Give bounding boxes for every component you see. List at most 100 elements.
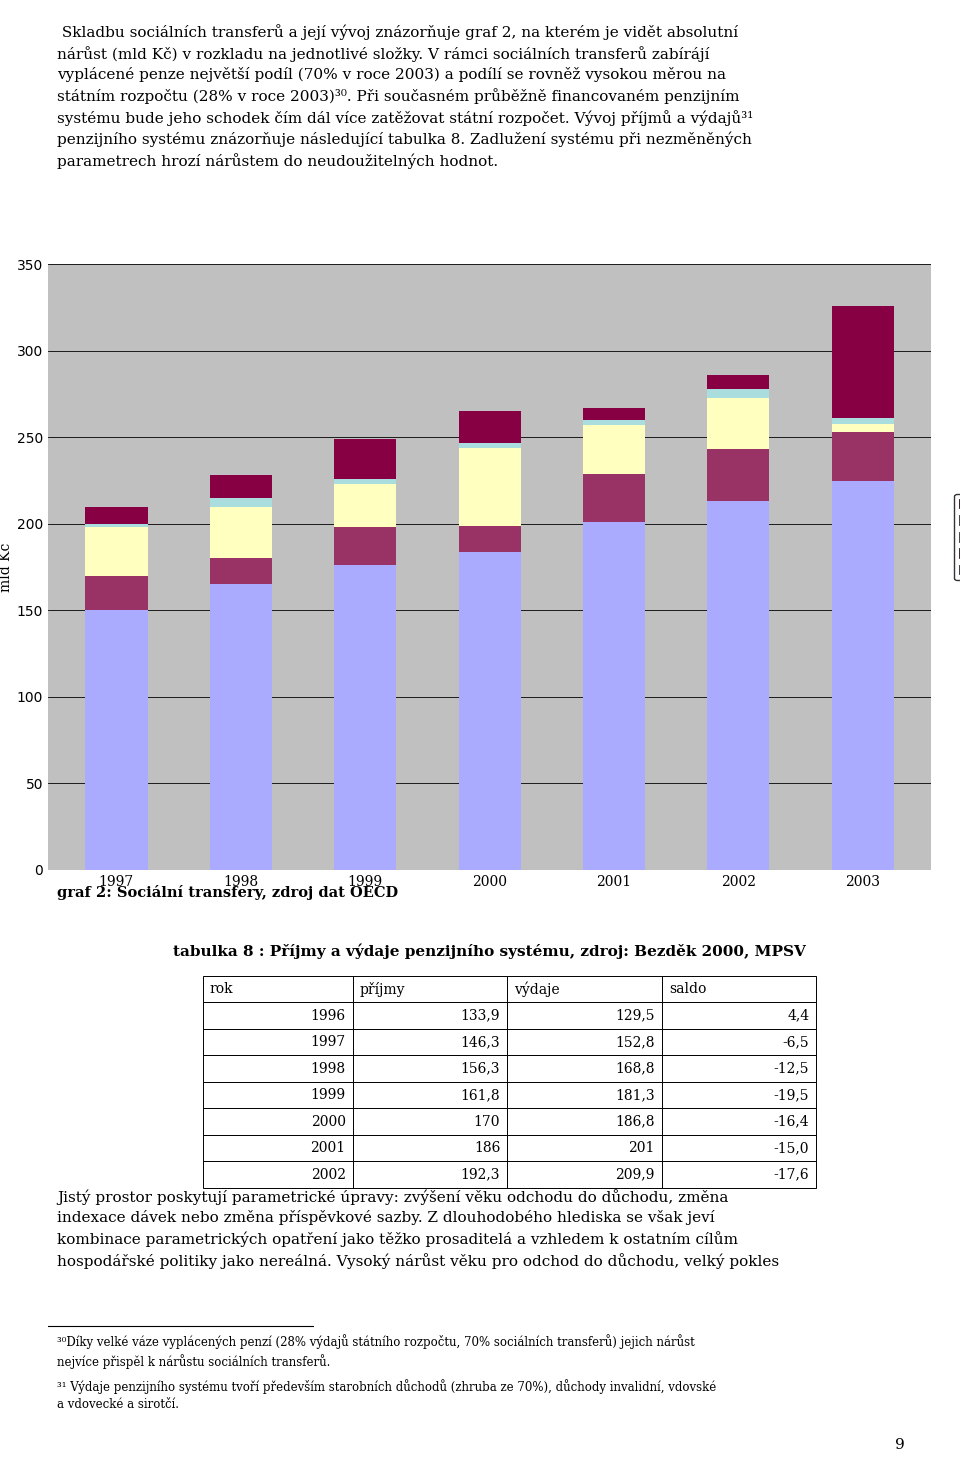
Text: 4,4: 4,4 — [787, 1009, 809, 1022]
Bar — [507, 1055, 661, 1081]
Bar — [334, 565, 396, 870]
Text: 129,5: 129,5 — [615, 1009, 655, 1022]
Text: 146,3: 146,3 — [461, 1035, 500, 1049]
Bar — [203, 1055, 352, 1081]
Text: 156,3: 156,3 — [461, 1062, 500, 1075]
Text: -12,5: -12,5 — [774, 1062, 809, 1075]
Bar — [334, 484, 396, 527]
Bar — [209, 475, 272, 499]
Text: 2000: 2000 — [311, 1115, 346, 1128]
Text: 161,8: 161,8 — [461, 1089, 500, 1102]
Bar — [831, 305, 894, 419]
Bar — [203, 1161, 352, 1187]
Bar — [352, 1055, 507, 1081]
Bar — [708, 398, 770, 450]
Text: ³¹ Výdaje penzijního systému tvoří především starobních důchodů (zhruba ze 70%),: ³¹ Výdaje penzijního systému tvoří přede… — [57, 1379, 716, 1412]
Bar — [661, 1030, 816, 1055]
Text: 201: 201 — [629, 1142, 655, 1155]
Bar — [209, 584, 272, 870]
Bar — [459, 552, 520, 870]
Bar — [459, 442, 520, 448]
Text: 1996: 1996 — [310, 1009, 346, 1022]
Bar — [85, 506, 148, 524]
Text: -16,4: -16,4 — [774, 1115, 809, 1128]
Text: 186: 186 — [474, 1142, 500, 1155]
Text: 209,9: 209,9 — [615, 1168, 655, 1181]
Bar — [203, 1081, 352, 1108]
Y-axis label: mld Kč: mld Kč — [0, 543, 12, 591]
Text: rok: rok — [209, 982, 233, 996]
Text: tabulka 8 : Příjmy a výdaje penzijního systému, zdroj: Bezděk 2000, MPSV: tabulka 8 : Příjmy a výdaje penzijního s… — [173, 943, 806, 959]
Bar — [831, 419, 894, 423]
Bar — [203, 1108, 352, 1134]
Text: Skladbu sociálních transferů a její vývoj znázorňuje graf 2, na kterém je vidět : Skladbu sociálních transferů a její vývo… — [57, 25, 754, 168]
Bar — [352, 1161, 507, 1187]
Bar — [507, 1081, 661, 1108]
Bar — [583, 473, 645, 522]
Bar — [583, 522, 645, 870]
Text: graf 2: Sociální transfery, zdroj dat OECD: graf 2: Sociální transfery, zdroj dat OE… — [57, 885, 398, 900]
Text: příjmy: příjmy — [360, 981, 405, 997]
Bar — [85, 611, 148, 870]
Bar — [583, 409, 645, 420]
Bar — [661, 1003, 816, 1030]
Text: 192,3: 192,3 — [461, 1168, 500, 1181]
Bar — [352, 1134, 507, 1161]
Text: 181,3: 181,3 — [615, 1089, 655, 1102]
Text: ³⁰Díky velké váze vyplácených penzí (28% výdajů státního rozpočtu, 70% sociálníc: ³⁰Díky velké váze vyplácených penzí (28%… — [57, 1335, 695, 1369]
Bar — [203, 1134, 352, 1161]
Text: výdaje: výdaje — [515, 981, 560, 997]
Bar — [459, 525, 520, 552]
Text: 186,8: 186,8 — [615, 1115, 655, 1128]
Bar — [661, 1161, 816, 1187]
Bar — [352, 976, 507, 1003]
Bar — [583, 420, 645, 425]
Bar — [507, 1030, 661, 1055]
Text: 1998: 1998 — [310, 1062, 346, 1075]
Bar — [831, 481, 894, 870]
Text: -19,5: -19,5 — [774, 1089, 809, 1102]
Bar — [209, 506, 272, 559]
Bar — [661, 1134, 816, 1161]
Bar — [661, 976, 816, 1003]
Bar — [203, 1003, 352, 1030]
Bar — [352, 1030, 507, 1055]
Text: 152,8: 152,8 — [615, 1035, 655, 1049]
Bar — [708, 450, 770, 502]
Text: 2001: 2001 — [310, 1142, 346, 1155]
Bar — [85, 575, 148, 611]
Bar — [661, 1081, 816, 1108]
Bar — [352, 1108, 507, 1134]
Text: -15,0: -15,0 — [774, 1142, 809, 1155]
Bar — [334, 479, 396, 484]
Text: 9: 9 — [895, 1438, 904, 1451]
Bar — [334, 440, 396, 479]
Bar — [352, 1081, 507, 1108]
Bar — [661, 1108, 816, 1134]
Bar — [334, 527, 396, 565]
Bar — [203, 976, 352, 1003]
Bar — [507, 1134, 661, 1161]
Bar — [507, 1003, 661, 1030]
Text: 168,8: 168,8 — [615, 1062, 655, 1075]
Bar — [85, 527, 148, 575]
Bar — [507, 1161, 661, 1187]
Bar — [459, 448, 520, 525]
Text: Jistý prostor poskytují parametrické úpravy: zvýšení věku odchodu do důchodu, zm: Jistý prostor poskytují parametrické úpr… — [57, 1189, 779, 1268]
Bar — [831, 423, 894, 432]
Bar — [583, 425, 645, 473]
Bar — [209, 559, 272, 584]
Bar — [708, 389, 770, 398]
Text: 1997: 1997 — [310, 1035, 346, 1049]
Bar — [203, 1030, 352, 1055]
Text: -17,6: -17,6 — [774, 1168, 809, 1181]
Text: 2002: 2002 — [311, 1168, 346, 1181]
Bar — [708, 502, 770, 870]
Bar — [507, 1108, 661, 1134]
Text: 1999: 1999 — [310, 1089, 346, 1102]
Bar — [352, 1003, 507, 1030]
Text: -6,5: -6,5 — [782, 1035, 809, 1049]
Bar — [507, 976, 661, 1003]
Bar — [661, 1055, 816, 1081]
Bar — [831, 432, 894, 481]
